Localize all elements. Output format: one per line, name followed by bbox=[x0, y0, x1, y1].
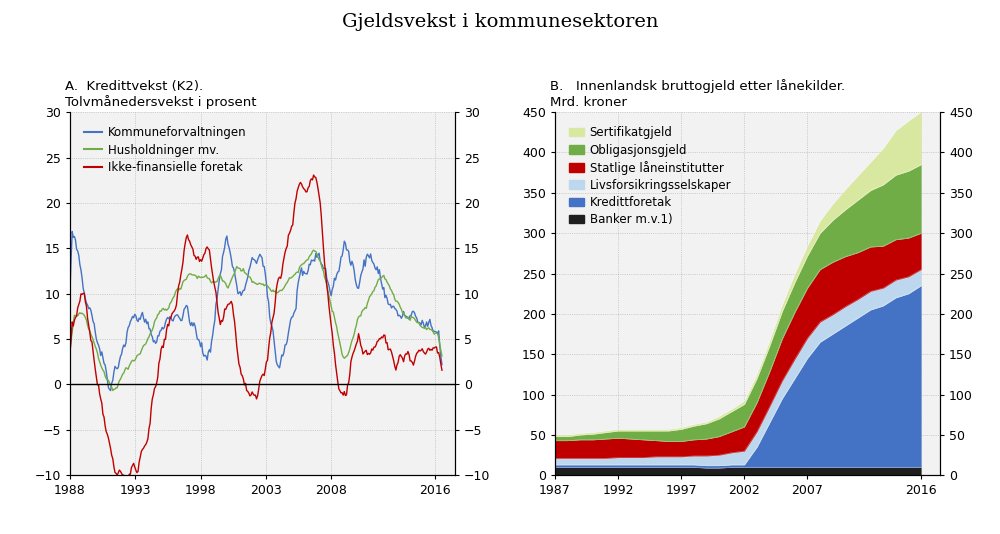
Legend: Kommuneforvaltningen, Husholdninger mv., Ikke-finansielle foretak: Kommuneforvaltningen, Husholdninger mv.,… bbox=[80, 122, 251, 178]
Text: Gjeldsvekst i kommunesektoren: Gjeldsvekst i kommunesektoren bbox=[342, 13, 658, 32]
Text: B.   Innenlandsk bruttogjeld etter lånekilder.: B. Innenlandsk bruttogjeld etter lånekil… bbox=[550, 80, 845, 93]
Legend: Sertifikatgjeld, Obligasjonsgjeld, Statlige låneinstitutter, Livsforsikringssels: Sertifikatgjeld, Obligasjonsgjeld, Statl… bbox=[565, 122, 736, 231]
Text: Tolvmånedersvekst i prosent: Tolvmånedersvekst i prosent bbox=[65, 96, 256, 109]
Text: Mrd. kroner: Mrd. kroner bbox=[550, 97, 627, 109]
Text: A.  Kredittvekst (K2).: A. Kredittvekst (K2). bbox=[65, 81, 203, 93]
